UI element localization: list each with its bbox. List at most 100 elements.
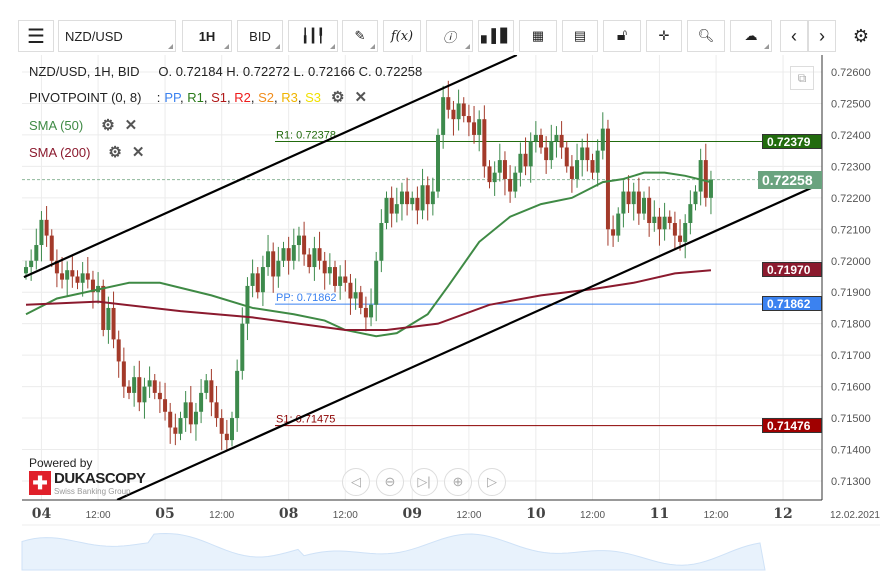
candle-body bbox=[528, 141, 533, 167]
lock-button[interactable]: 🔓︎ bbox=[603, 20, 641, 52]
candle-body bbox=[544, 147, 549, 161]
candle-body bbox=[65, 270, 70, 280]
separator: , bbox=[226, 89, 235, 105]
candle-body bbox=[75, 276, 80, 283]
pivot-label: PIVOTPOINT (0, 8) bbox=[29, 89, 142, 105]
candle-body bbox=[430, 191, 435, 205]
chart-type-button[interactable]: ╽┃╿ bbox=[288, 20, 338, 52]
candle-body bbox=[34, 245, 39, 261]
news-icon: ▤ bbox=[573, 28, 587, 43]
candle-body bbox=[39, 219, 44, 246]
pivot-item-r2: R2 bbox=[234, 89, 251, 105]
volume-button[interactable]: ▖▌▋ bbox=[478, 20, 514, 52]
candle-body bbox=[70, 270, 75, 277]
candle-body bbox=[472, 122, 477, 135]
candle-body bbox=[358, 292, 363, 308]
candle-body bbox=[353, 292, 358, 299]
candle-body bbox=[338, 276, 343, 286]
candle-body bbox=[271, 251, 276, 277]
symbol-select[interactable]: NZD/USD bbox=[58, 20, 176, 52]
legend-title: NZD/USD, 1H, BID bbox=[29, 64, 140, 79]
separator: , bbox=[297, 89, 306, 105]
candle-body bbox=[235, 370, 240, 419]
candle-body bbox=[605, 128, 610, 230]
trend-line bbox=[23, 55, 518, 279]
pivot-sep: : bbox=[156, 89, 161, 105]
candle-body bbox=[600, 128, 605, 151]
y-tick-label: 0.72400 bbox=[831, 130, 871, 142]
candle-body bbox=[585, 147, 590, 161]
scroll-left-button[interactable]: ‹ bbox=[780, 20, 808, 52]
crosshair-button[interactable]: ✛ bbox=[646, 20, 682, 52]
popout-button[interactable]: ⧉ bbox=[790, 66, 814, 90]
zoom-button[interactable]: 🔍︎ bbox=[687, 20, 725, 52]
timeframe-select[interactable]: 1H bbox=[182, 20, 232, 52]
upload-button[interactable]: ☁ bbox=[730, 20, 772, 52]
lock-icon: 🔓︎ bbox=[616, 27, 628, 44]
pivot-item-s2: S2 bbox=[258, 89, 274, 105]
candle-body bbox=[590, 160, 595, 173]
swiss-cross-icon: ✚ bbox=[29, 471, 51, 495]
candle-body bbox=[286, 248, 291, 261]
candle-body bbox=[80, 273, 85, 283]
news-button[interactable]: ▤ bbox=[562, 20, 598, 52]
skip-end-icon: ▷| bbox=[417, 474, 431, 489]
candle-body bbox=[389, 197, 394, 214]
candle-body bbox=[441, 97, 446, 135]
menu-button[interactable]: ☰ bbox=[18, 20, 54, 52]
close-icon[interactable]: ✕ bbox=[354, 89, 368, 106]
candle-body bbox=[333, 267, 337, 286]
cloud-upload-icon: ☁ bbox=[744, 28, 758, 43]
indicators-button[interactable]: f(x) bbox=[383, 20, 421, 52]
side-select[interactable]: BID bbox=[237, 20, 283, 52]
candle-body bbox=[533, 134, 538, 142]
candle-body bbox=[121, 361, 126, 387]
gear-icon[interactable]: ⚙ bbox=[101, 117, 115, 134]
candle-body bbox=[317, 248, 322, 261]
candle-body bbox=[415, 197, 420, 211]
scroll-forward-button[interactable]: ▷ bbox=[478, 468, 506, 496]
candle-body bbox=[667, 216, 672, 224]
close-icon[interactable]: ✕ bbox=[131, 144, 145, 161]
candle-body bbox=[492, 172, 497, 183]
sma200-line bbox=[25, 269, 712, 331]
candle-body bbox=[683, 223, 688, 242]
calendar-button[interactable]: ▦ bbox=[519, 20, 557, 52]
candle-body bbox=[523, 153, 528, 167]
function-icon: f(x) bbox=[390, 28, 414, 44]
gear-icon[interactable]: ⚙ bbox=[330, 89, 345, 106]
candle-body bbox=[477, 119, 482, 135]
candle-body bbox=[369, 304, 374, 318]
x-tick-label: 12:00 bbox=[704, 510, 729, 521]
candle-body bbox=[90, 279, 95, 293]
close-icon[interactable]: ✕ bbox=[124, 117, 138, 134]
info-button[interactable]: ⓘ bbox=[426, 20, 473, 52]
y-tick-label: 0.72200 bbox=[831, 193, 871, 205]
gear-icon[interactable]: ⚙ bbox=[108, 144, 122, 161]
candle-body bbox=[703, 160, 708, 198]
drawing-button[interactable]: ✎ bbox=[342, 20, 378, 52]
candle-body bbox=[307, 254, 312, 268]
candle-body bbox=[708, 179, 713, 198]
zoom-out-button[interactable]: ⊖ bbox=[376, 468, 404, 496]
candle-body bbox=[456, 103, 461, 120]
pivot-item-pp: PP bbox=[164, 89, 180, 105]
candle-body bbox=[394, 204, 399, 214]
y-tick-label: 0.72000 bbox=[831, 256, 871, 268]
candle-body bbox=[111, 307, 116, 340]
candle-body bbox=[595, 150, 600, 173]
scroll-back-button[interactable]: ◁ bbox=[342, 468, 370, 496]
zoom-in-button[interactable]: ⊕ bbox=[444, 468, 472, 496]
candle-body bbox=[451, 109, 456, 120]
pivot-item-s1: S1 bbox=[211, 89, 227, 105]
x-tick-label: 12 bbox=[773, 506, 792, 522]
candlestick-type-icon: ╽┃╿ bbox=[301, 28, 325, 43]
candle-body bbox=[302, 235, 307, 255]
info-icon: ⓘ bbox=[442, 29, 456, 45]
scroll-right-button[interactable]: › bbox=[808, 20, 836, 52]
triangle-left-icon: ◁ bbox=[351, 474, 361, 489]
settings-button[interactable]: ⚙ bbox=[846, 20, 876, 52]
separator: , bbox=[203, 89, 212, 105]
go-to-end-button[interactable]: ▷| bbox=[410, 468, 438, 496]
